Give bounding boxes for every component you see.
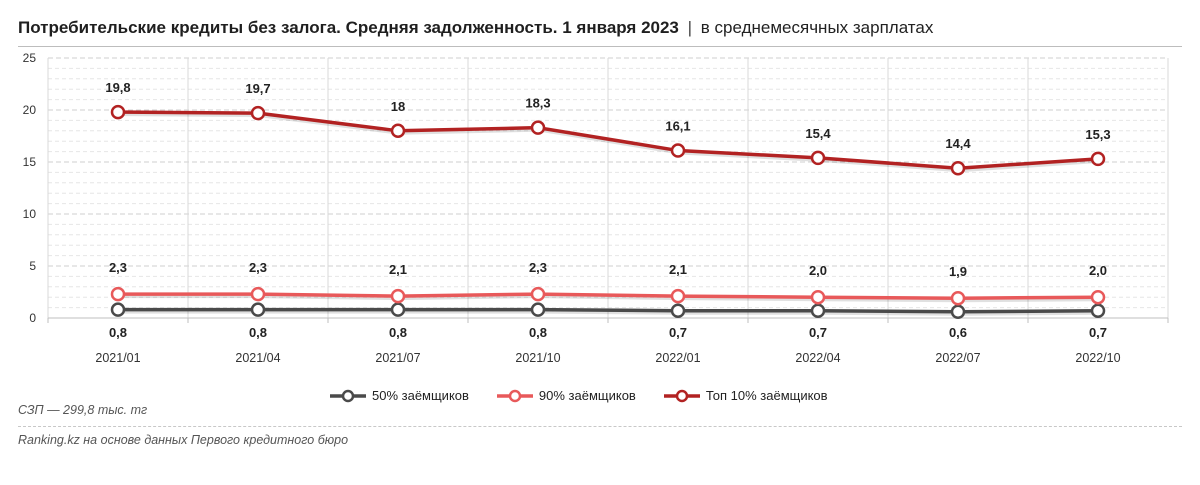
chart-title: Потребительские кредиты без залога. Сред… (18, 18, 679, 37)
series-line (118, 292, 1099, 300)
x-tick-label: 2021/07 (375, 351, 420, 365)
data-point (670, 288, 686, 304)
data-point (530, 286, 546, 302)
data-label: 0,7 (809, 325, 827, 340)
data-point (810, 303, 826, 318)
x-tick-label: 2021/01 (95, 351, 140, 365)
data-point (390, 123, 406, 139)
x-tick-label: 2021/10 (515, 351, 560, 365)
data-point (390, 288, 406, 304)
legend-swatch-icon (330, 389, 366, 402)
series-line-shadow (119, 294, 1100, 303)
data-label: 2,3 (529, 260, 547, 275)
title-divider (18, 46, 1182, 47)
data-label: 15,4 (805, 126, 831, 141)
data-label: 0,8 (529, 325, 547, 340)
data-label: 2,3 (109, 260, 127, 275)
data-label: 2,0 (1089, 263, 1107, 278)
data-label: 0,7 (669, 325, 687, 340)
data-point (530, 120, 546, 135)
data-point (250, 302, 266, 317)
y-tick-label: 0 (29, 311, 36, 325)
data-point (110, 104, 126, 120)
chart-title-bar: Потребительские кредиты без залога. Сред… (18, 18, 933, 38)
legend-label: 50% заёмщиков (372, 388, 469, 403)
series-line (118, 307, 1099, 314)
line-chart: 0 5 10 15 20 25 2021/01 2021/04 2021/07 2021/10 20… (23, 51, 1169, 365)
data-point (1090, 303, 1106, 318)
legend-label: 90% заёмщиков (538, 388, 636, 403)
data-label: 16,1 (665, 119, 690, 134)
legend-swatch-icon (663, 389, 700, 402)
data-label: 2,3 (249, 260, 267, 275)
y-tick-label: 5 (29, 259, 36, 273)
legend-item: 50% заёмщиков (330, 388, 469, 403)
series-line-shadow (119, 309, 1100, 316)
legend-swatch-icon (496, 389, 533, 402)
data-point (250, 105, 266, 121)
data-point (390, 302, 406, 317)
data-point (810, 289, 826, 305)
x-tick-label: 2022/10 (1075, 351, 1120, 365)
footer-divider (18, 426, 1182, 427)
data-point (110, 302, 126, 317)
data-label: 2,1 (389, 262, 407, 277)
data-label: 14,4 (945, 136, 971, 151)
data-point (810, 150, 826, 166)
legend-item: 90% заёмщиков (496, 388, 636, 403)
x-tick-label: 2021/04 (235, 351, 280, 365)
data-point (950, 160, 966, 176)
data-point (1090, 289, 1106, 305)
y-tick-label: 10 (23, 207, 37, 221)
y-tick-label: 20 (23, 103, 37, 117)
data-point (1090, 151, 1106, 167)
x-tick-label: 2022/01 (655, 351, 700, 365)
data-point (250, 286, 266, 302)
y-tick-label: 15 (23, 155, 37, 169)
data-label: 15,3 (1085, 127, 1110, 142)
data-label: 0,7 (1089, 325, 1107, 340)
title-separator: | (687, 18, 693, 37)
data-label: 0,8 (249, 325, 267, 340)
data-label: 19,7 (245, 81, 270, 96)
legend-label: Топ 10% заёмщиков (705, 388, 828, 403)
x-tick-label: 2022/04 (795, 351, 840, 365)
data-label: 18 (391, 99, 405, 114)
data-label: 2,1 (669, 262, 687, 277)
data-label: 0,8 (109, 325, 127, 340)
data-point (670, 143, 686, 158)
series-line (117, 110, 1099, 170)
chart-legend: 50% заёмщиков 90% заёмщиков Топ 10% заёмщи… (330, 388, 828, 403)
data-label: 0,6 (949, 325, 967, 340)
chart-subtitle: в среднемесячных зарплатах (700, 18, 934, 37)
data-point (950, 290, 966, 306)
y-tick-label: 25 (23, 51, 37, 65)
source-note: Ranking.kz на основе данных Первого кред… (18, 433, 349, 447)
data-label: 0,8 (389, 325, 407, 340)
data-label: 2,0 (809, 263, 827, 278)
data-label: 19,8 (105, 80, 130, 95)
data-label: 1,9 (949, 264, 967, 279)
data-point (950, 304, 966, 320)
data-point (670, 303, 686, 318)
x-tick-label: 2022/07 (935, 351, 980, 365)
data-point (110, 286, 126, 302)
data-label: 18,3 (525, 96, 550, 111)
salary-note: СЗП — 299,8 тыс. тг (18, 403, 148, 417)
legend-item: Топ 10% заёмщиков (663, 388, 828, 403)
data-point (530, 302, 546, 317)
